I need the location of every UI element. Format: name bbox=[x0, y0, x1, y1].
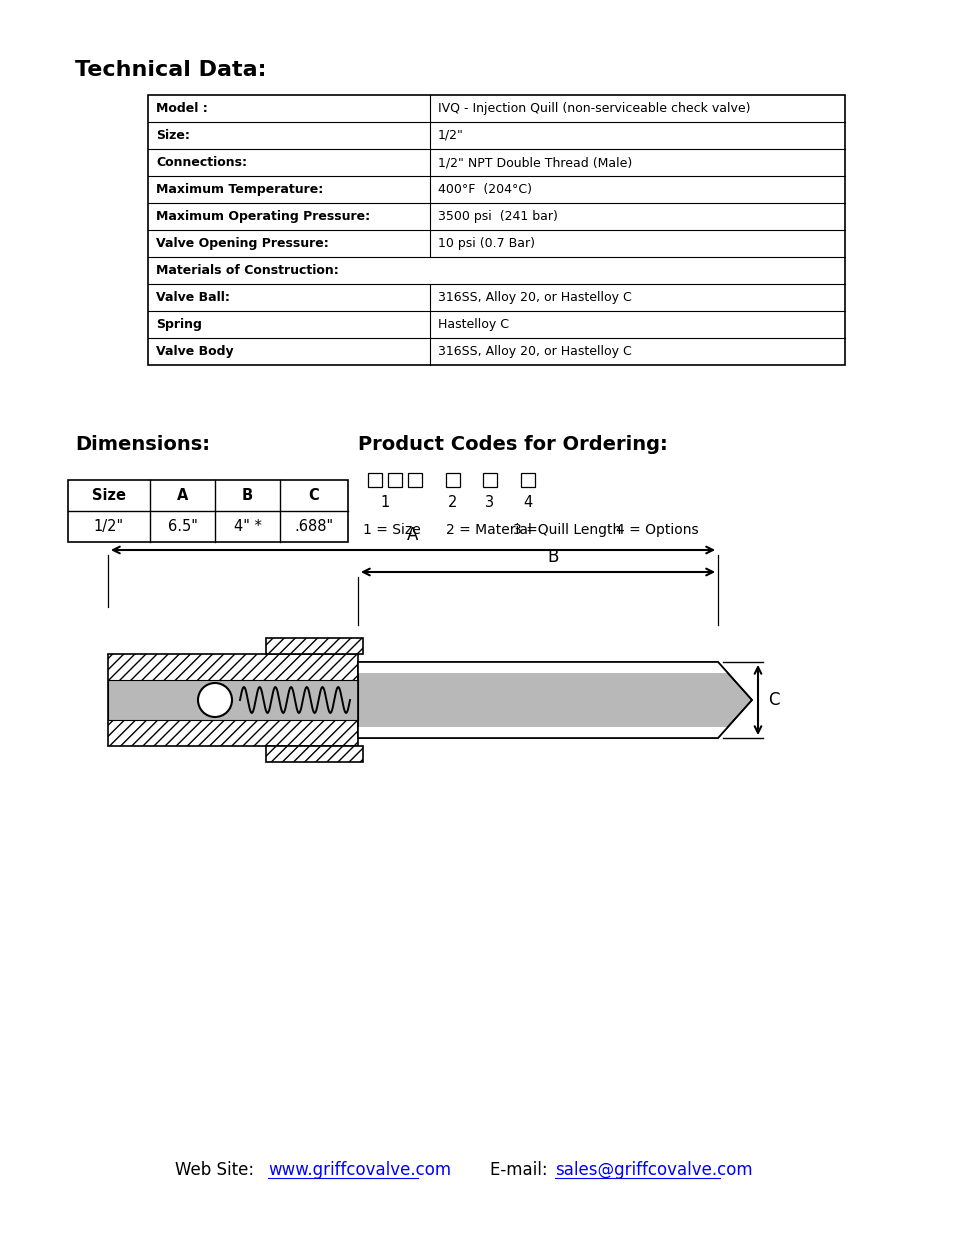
Circle shape bbox=[198, 683, 232, 718]
Text: Valve Opening Pressure:: Valve Opening Pressure: bbox=[156, 237, 329, 249]
Polygon shape bbox=[357, 700, 751, 739]
Bar bbox=[148, 95, 844, 366]
Text: 316SS, Alloy 20, or Hastelloy C: 316SS, Alloy 20, or Hastelloy C bbox=[437, 345, 631, 358]
Text: 6.5": 6.5" bbox=[168, 519, 197, 534]
Text: Maximum Operating Pressure:: Maximum Operating Pressure: bbox=[156, 210, 370, 224]
Text: 1/2": 1/2" bbox=[437, 128, 463, 142]
Polygon shape bbox=[357, 662, 751, 739]
Text: 1: 1 bbox=[380, 495, 389, 510]
Text: IVQ - Injection Quill (non-serviceable check valve): IVQ - Injection Quill (non-serviceable c… bbox=[437, 103, 750, 115]
Text: Web Site:: Web Site: bbox=[174, 1161, 259, 1179]
Text: Model :: Model : bbox=[156, 103, 208, 115]
Bar bbox=[68, 480, 348, 542]
Text: 10 psi (0.7 Bar): 10 psi (0.7 Bar) bbox=[437, 237, 535, 249]
Text: 1/2" NPT Double Thread (Male): 1/2" NPT Double Thread (Male) bbox=[437, 156, 632, 169]
Text: Materials of Construction:: Materials of Construction: bbox=[156, 264, 338, 277]
Text: Size: Size bbox=[91, 488, 126, 503]
Text: Spring: Spring bbox=[156, 317, 202, 331]
Text: .688": .688" bbox=[294, 519, 334, 534]
Text: Valve Ball:: Valve Ball: bbox=[156, 291, 230, 304]
Text: A: A bbox=[176, 488, 188, 503]
Polygon shape bbox=[266, 638, 363, 655]
Text: Product Codes for Ordering:: Product Codes for Ordering: bbox=[357, 435, 667, 454]
Polygon shape bbox=[108, 680, 357, 720]
Text: 316SS, Alloy 20, or Hastelloy C: 316SS, Alloy 20, or Hastelloy C bbox=[437, 291, 631, 304]
Text: C: C bbox=[767, 692, 779, 709]
Text: 3 =Quill Length: 3 =Quill Length bbox=[513, 522, 620, 537]
Text: Hastelloy C: Hastelloy C bbox=[437, 317, 509, 331]
Text: www.griffcovalve.com: www.griffcovalve.com bbox=[268, 1161, 451, 1179]
Text: Dimensions:: Dimensions: bbox=[75, 435, 210, 454]
Text: A: A bbox=[407, 526, 418, 543]
Text: 2 = Material: 2 = Material bbox=[446, 522, 532, 537]
Text: 1 = Size: 1 = Size bbox=[363, 522, 420, 537]
Text: Maximum Temperature:: Maximum Temperature: bbox=[156, 183, 323, 196]
Bar bbox=[520, 473, 535, 487]
Text: 1/2": 1/2" bbox=[93, 519, 124, 534]
Text: 3500 psi  (241 bar): 3500 psi (241 bar) bbox=[437, 210, 558, 224]
Text: 400°F  (204°C): 400°F (204°C) bbox=[437, 183, 532, 196]
Polygon shape bbox=[108, 655, 357, 746]
Text: 4 = Options: 4 = Options bbox=[616, 522, 698, 537]
Text: Connections:: Connections: bbox=[156, 156, 247, 169]
Text: sales@griffcovalve.com: sales@griffcovalve.com bbox=[555, 1161, 752, 1179]
Bar bbox=[482, 473, 497, 487]
Text: B: B bbox=[547, 548, 558, 566]
Polygon shape bbox=[357, 662, 751, 700]
Text: Technical Data:: Technical Data: bbox=[75, 61, 266, 80]
Text: C: C bbox=[309, 488, 319, 503]
Text: 2: 2 bbox=[448, 495, 457, 510]
Polygon shape bbox=[266, 746, 363, 762]
Text: Valve Body: Valve Body bbox=[156, 345, 233, 358]
Text: 4" *: 4" * bbox=[233, 519, 261, 534]
Bar bbox=[408, 473, 421, 487]
Bar bbox=[368, 473, 381, 487]
Bar bbox=[388, 473, 401, 487]
Bar bbox=[446, 473, 459, 487]
Text: 4: 4 bbox=[523, 495, 532, 510]
Text: 3: 3 bbox=[485, 495, 494, 510]
Text: E-mail:: E-mail: bbox=[490, 1161, 553, 1179]
Text: Size:: Size: bbox=[156, 128, 190, 142]
Text: B: B bbox=[242, 488, 253, 503]
